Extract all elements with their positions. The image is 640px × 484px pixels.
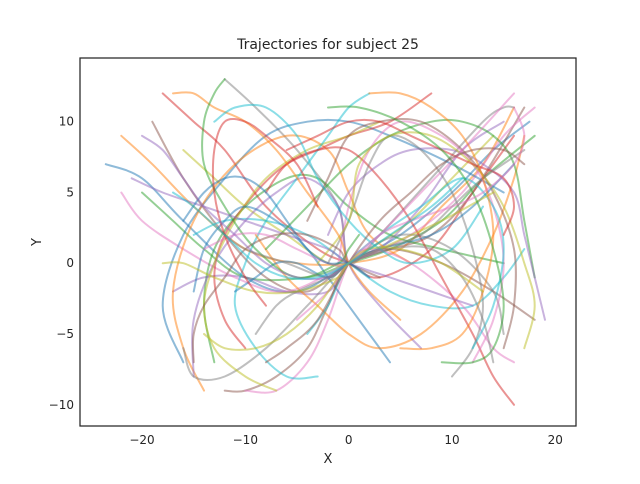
x-tick-label: 10 (444, 433, 459, 447)
chart-title: Trajectories for subject 25 (236, 37, 419, 53)
trajectory-line (337, 120, 505, 364)
trajectory-line (161, 191, 495, 295)
trajectory-line (368, 91, 495, 351)
y-tick-label: 10 (59, 115, 74, 129)
trajectory-line (265, 147, 526, 364)
trajectory-line (223, 233, 495, 364)
x-axis-ticks: −20 −10 0 10 20 (129, 433, 563, 447)
x-tick-label: 20 (548, 433, 563, 447)
y-tick-label: 0 (66, 256, 74, 270)
trajectory-line (191, 232, 381, 364)
trajectory-lines (104, 78, 546, 406)
x-axis-label: X (324, 452, 333, 467)
plot-frame (79, 57, 577, 427)
trajectory-line (172, 177, 464, 281)
trajectory-line (203, 120, 381, 392)
x-tick-label: −10 (233, 433, 258, 447)
trajectory-line (141, 134, 536, 282)
y-axis-label: Y (30, 238, 45, 247)
trajectory-line (172, 91, 402, 321)
trajectory-line (213, 92, 433, 350)
y-axis-ticks: −10 −5 0 5 10 (49, 115, 74, 412)
y-tick-label: −10 (49, 398, 74, 412)
trajectory-line (285, 118, 515, 236)
trajectory-line (191, 176, 422, 378)
trajectory-line (161, 92, 515, 279)
trajectory-line (306, 118, 517, 350)
x-tick-label: 0 (345, 433, 353, 447)
trajectory-line (327, 105, 505, 365)
trajectory-line (203, 246, 484, 351)
trajectory-line (316, 131, 536, 350)
trajectory-line (212, 118, 319, 307)
trajectory-line (203, 92, 515, 267)
y-tick-label: 5 (66, 186, 74, 200)
trajectory-line (182, 233, 505, 382)
y-tick-label: −5 (56, 327, 74, 341)
trajectory-line (213, 103, 484, 265)
x-tick-label: −20 (129, 433, 154, 447)
trajectory-line (201, 78, 360, 279)
